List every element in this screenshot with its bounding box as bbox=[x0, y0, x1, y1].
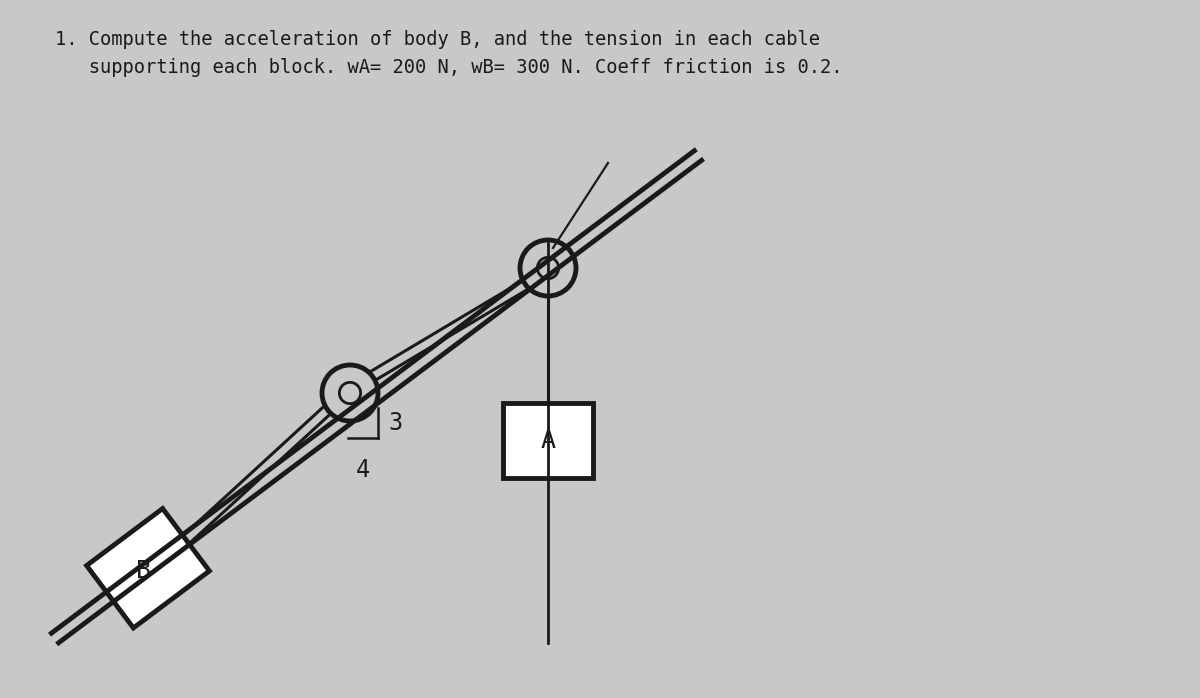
Text: 4: 4 bbox=[356, 458, 370, 482]
Text: B: B bbox=[137, 559, 151, 584]
Text: 3: 3 bbox=[388, 411, 402, 435]
Text: supporting each block. wA= 200 N, wB= 300 N. Coeff friction is 0.2.: supporting each block. wA= 200 N, wB= 30… bbox=[55, 58, 842, 77]
Text: 1. Compute the acceleration of body B, and the tension in each cable: 1. Compute the acceleration of body B, a… bbox=[55, 30, 820, 49]
Bar bbox=[86, 509, 210, 628]
Bar bbox=[503, 403, 593, 478]
Text: A: A bbox=[540, 429, 556, 452]
